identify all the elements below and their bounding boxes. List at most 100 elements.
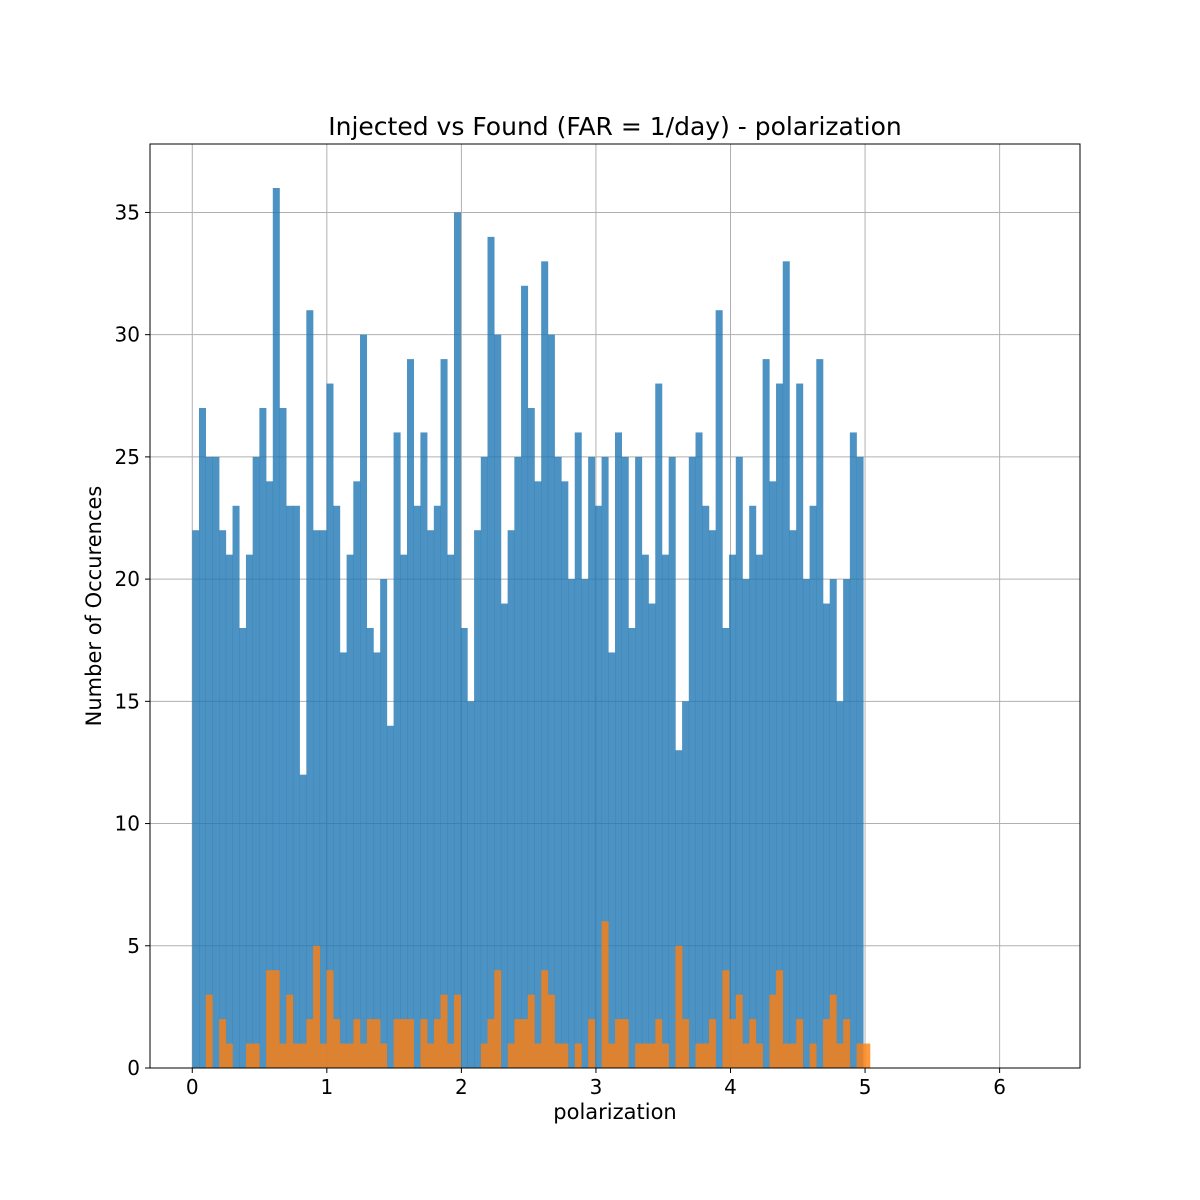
histogram-bar: [266, 481, 274, 1068]
histogram-bar: [527, 994, 535, 1068]
histogram-bar: [729, 1019, 737, 1068]
histogram-bar: [608, 652, 616, 1068]
histogram-bar: [245, 1043, 253, 1068]
x-tick-label: 3: [590, 1075, 603, 1099]
histogram-bar: [641, 1043, 649, 1068]
histogram-bar: [507, 1043, 515, 1068]
histogram-bar: [547, 334, 555, 1069]
y-tick-label: 20: [115, 567, 140, 591]
histogram-bar: [333, 505, 341, 1068]
histogram-bar: [346, 1043, 354, 1068]
histogram-bar: [427, 1043, 435, 1068]
histogram-bar: [749, 1019, 757, 1068]
histogram-bar: [360, 1043, 368, 1068]
histogram-bar: [561, 1043, 569, 1068]
histogram-bar: [829, 579, 837, 1068]
histogram-bar: [661, 554, 669, 1068]
histogram-bar: [534, 1043, 542, 1068]
y-tick-label: 15: [115, 689, 140, 713]
histogram-bar: [453, 994, 461, 1068]
histogram-bar: [205, 456, 213, 1068]
histogram-bar: [433, 505, 441, 1068]
histogram-bar: [843, 1019, 851, 1068]
histogram-bar: [212, 456, 220, 1068]
histogram-bar: [856, 1043, 864, 1068]
histogram-bar: [521, 1019, 529, 1068]
histogram-bar: [856, 456, 864, 1068]
histogram-bar: [373, 1019, 381, 1068]
histogram-bar: [373, 652, 381, 1068]
histogram-bar: [823, 603, 831, 1068]
histogram-bar: [843, 579, 851, 1068]
histogram-bar: [440, 994, 448, 1068]
histogram-bar: [702, 505, 710, 1068]
histogram-bar: [648, 1043, 656, 1068]
histogram-bar: [259, 408, 267, 1068]
histogram-bar: [306, 310, 314, 1068]
histogram-bar: [594, 505, 602, 1068]
histogram-bar: [715, 310, 723, 1068]
histogram-bar: [568, 579, 576, 1068]
y-tick-label: 35: [115, 200, 140, 224]
histogram-bar: [339, 652, 347, 1068]
histogram-bar: [420, 1019, 428, 1068]
x-tick-label: 5: [859, 1075, 872, 1099]
histogram-bar: [601, 921, 609, 1068]
histogram-bar: [541, 970, 549, 1068]
histogram-bar: [762, 359, 770, 1069]
x-axis-ticks: 0 1 2 3 4 5 6: [186, 1068, 1006, 1099]
histogram-bar: [272, 188, 280, 1068]
histogram-bar: [615, 1019, 623, 1068]
chart-title: Injected vs Found (FAR = 1/day) - polari…: [328, 112, 901, 141]
histogram-bar: [615, 432, 623, 1068]
x-tick-label: 2: [455, 1075, 468, 1099]
histogram-bar: [326, 970, 334, 1068]
histogram-bar: [433, 1019, 441, 1068]
histogram-bar: [353, 481, 361, 1068]
histogram-bar: [198, 408, 206, 1068]
histogram-bar: [722, 628, 730, 1068]
histogram-bar: [621, 456, 629, 1068]
histogram-bar: [722, 970, 730, 1068]
histogram-bar: [474, 530, 482, 1068]
histogram-bar: [514, 1019, 522, 1068]
histogram-bar: [635, 1043, 643, 1068]
histogram-bar: [682, 701, 690, 1068]
histogram-bar: [749, 505, 757, 1068]
histogram-bar: [353, 1019, 361, 1068]
x-tick-label: 1: [320, 1075, 333, 1099]
histogram-bar: [366, 1019, 374, 1068]
histogram-bar: [776, 970, 784, 1068]
histogram-bar: [789, 1043, 797, 1068]
histogram-bar: [447, 554, 455, 1068]
histogram-bar: [755, 1043, 763, 1068]
y-axis-ticks: 0 5 10 15 20 25 30 35: [115, 200, 150, 1080]
y-tick-label: 5: [127, 934, 140, 958]
histogram-bar: [380, 579, 388, 1068]
histogram-bar: [769, 481, 777, 1068]
histogram-bar: [655, 1019, 663, 1068]
histogram-bar: [796, 1019, 804, 1068]
histogram-bar: [339, 1043, 347, 1068]
histogram-bar: [286, 994, 294, 1068]
histogram-bar: [245, 554, 253, 1068]
histogram-bar: [225, 1043, 233, 1068]
histogram-bar: [588, 1019, 596, 1068]
histogram-bar: [708, 1019, 716, 1068]
histogram-bar: [635, 456, 643, 1068]
histogram-bar: [574, 1043, 582, 1068]
histogram-bar: [655, 383, 663, 1068]
histogram-bar: [514, 456, 522, 1068]
histogram-bar: [735, 994, 743, 1068]
x-tick-label: 4: [724, 1075, 737, 1099]
series-1: [205, 921, 871, 1068]
histogram-bar: [534, 481, 542, 1068]
histogram-bar: [628, 628, 636, 1068]
histogram-bar: [729, 554, 737, 1068]
histogram-bar: [601, 456, 609, 1068]
histogram-bar: [695, 1043, 703, 1068]
histogram-bar: [675, 945, 683, 1068]
histogram-bar: [420, 432, 428, 1068]
histogram-bar: [708, 530, 716, 1068]
